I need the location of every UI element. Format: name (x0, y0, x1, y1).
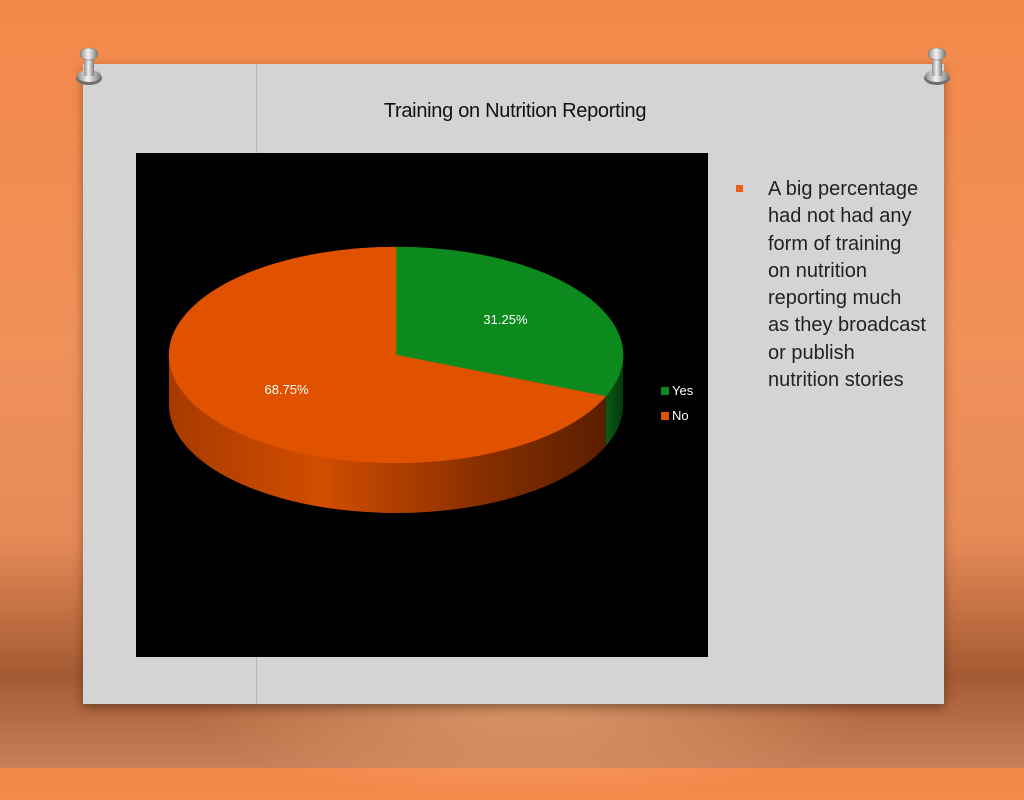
pie-labels-group: 31.25% 68.75% (264, 312, 527, 397)
chart-area: 31.25% 68.75% Yes No (136, 153, 708, 657)
bullet-marker-icon (736, 185, 743, 192)
pie-chart: 31.25% 68.75% Yes No (168, 246, 694, 513)
pie-slice-no (168, 246, 607, 464)
pie-side-no (168, 355, 606, 513)
data-label-yes: 31.25% (483, 312, 528, 327)
legend-swatch-no (661, 412, 669, 420)
legend-label-yes: Yes (672, 383, 694, 398)
pie-side-yes (605, 355, 623, 447)
chart-title: Training on Nutrition Reporting (383, 100, 647, 122)
bullet-list: A big percentage had not had any form of… (736, 176, 926, 394)
data-label-no: 68.75% (264, 382, 309, 397)
pie-side-group (168, 355, 623, 513)
pushpin-right-icon (924, 47, 950, 85)
legend: Yes No (661, 383, 694, 423)
pie-top-group (168, 246, 624, 464)
legend-label-no: No (672, 408, 689, 423)
legend-swatch-yes (661, 387, 669, 395)
bullet-text: A big percentage had not had any form of… (768, 178, 926, 392)
pushpin-left-icon (76, 47, 102, 85)
pie-slice-yes (395, 246, 624, 397)
